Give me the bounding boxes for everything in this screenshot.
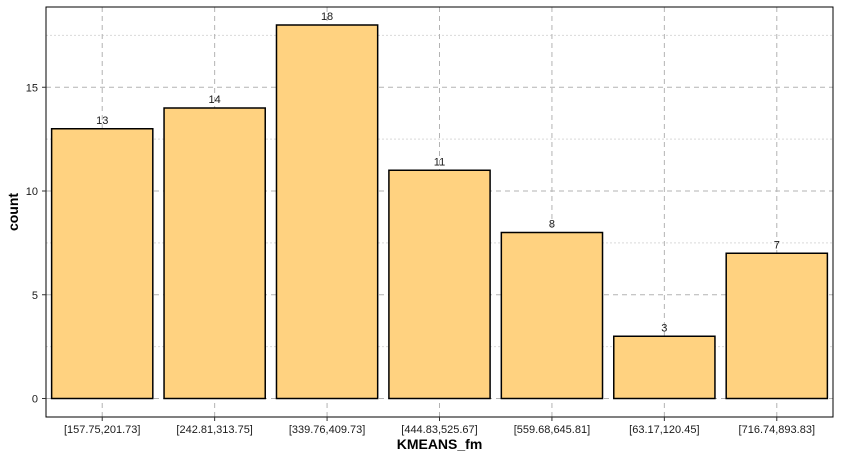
x-tick-label: [444.83,525.67]	[401, 424, 477, 436]
y-axis: 0 5 10 15	[26, 82, 46, 406]
y-tick-label: 0	[32, 394, 38, 406]
bar	[50, 128, 154, 400]
y-tick-label: 5	[32, 290, 38, 302]
bar	[163, 107, 266, 400]
bar	[613, 335, 716, 400]
bar-value-label: 8	[549, 219, 555, 231]
bar-value-label: 14	[209, 94, 221, 106]
bar	[275, 24, 379, 400]
x-tick-label: [716.74,893.83]	[739, 424, 815, 436]
x-tick-label: [63.17,120.45]	[629, 424, 699, 436]
x-axis-title: KMEANS_fm	[397, 436, 483, 452]
bar-value-label: 7	[774, 239, 780, 251]
bar-value-label: 13	[96, 115, 108, 127]
bar-value-label: 3	[661, 322, 667, 334]
y-tick-label: 15	[26, 82, 38, 94]
y-tick-label: 10	[26, 186, 38, 198]
x-tick-label: [339.76,409.73]	[289, 424, 365, 436]
bars: 13 14 18 11 8 3 7	[50, 11, 829, 400]
bar	[725, 252, 829, 400]
x-axis: [157.75,201.73] [242.81,313.75] [339.76,40…	[64, 417, 815, 436]
bar-value-label: 11	[434, 156, 445, 168]
bar-value-label: 18	[321, 11, 333, 23]
x-tick-label: [157.75,201.73]	[64, 424, 140, 436]
x-tick-label: [242.81,313.75]	[176, 424, 252, 436]
y-axis-title: count	[5, 193, 21, 231]
bar	[500, 231, 604, 400]
bar	[388, 169, 491, 400]
x-tick-label: [559.68,645.81]	[514, 424, 590, 436]
